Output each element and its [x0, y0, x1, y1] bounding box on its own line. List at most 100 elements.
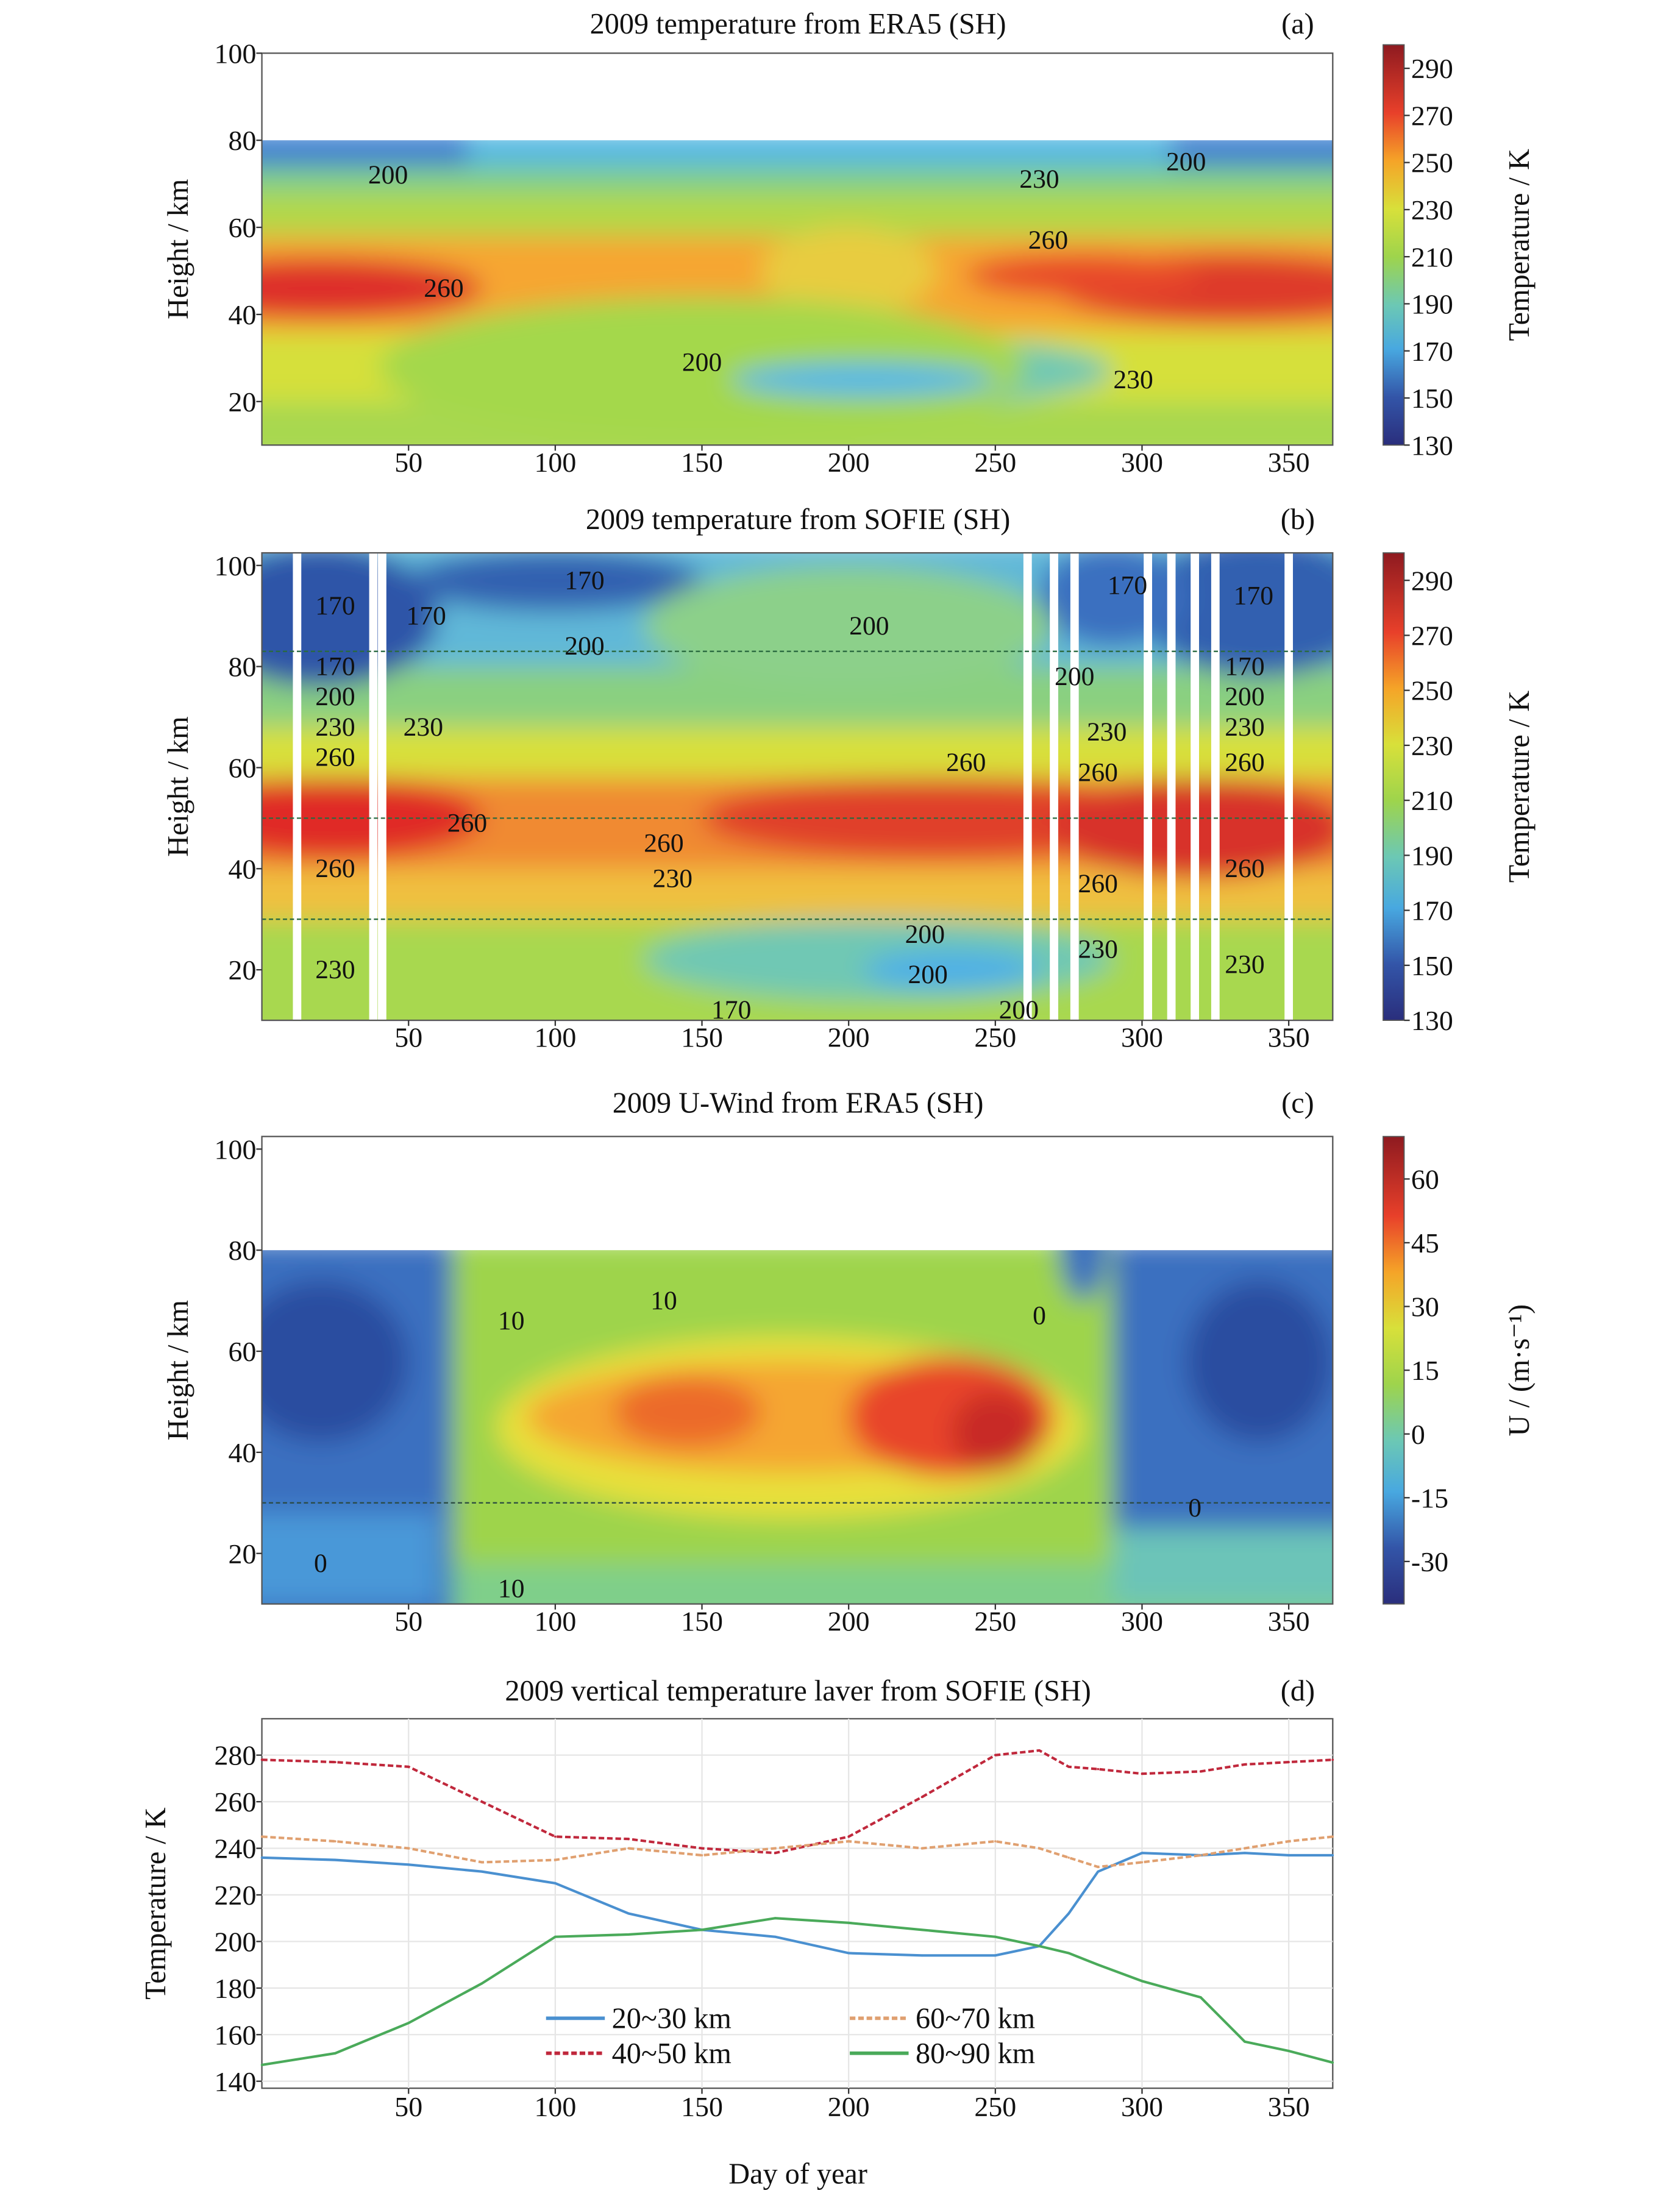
data-point [774, 1935, 777, 1938]
colorbar-tick-label: 230 [1411, 730, 1453, 761]
panel-label: (b) [1281, 503, 1315, 536]
colorbar-tick-label: 170 [1411, 895, 1453, 926]
y-tick-label: 20 [229, 1538, 257, 1569]
x-tick-label: 300 [1121, 1605, 1163, 1636]
y-tick-label: 200 [215, 1926, 257, 1957]
contour-label: 260 [946, 748, 986, 777]
colorbar-tick-label: 290 [1411, 53, 1453, 84]
data-point [1287, 1840, 1290, 1842]
y-tick-label: 80 [229, 652, 257, 683]
colorbar-tick-label: 15 [1411, 1355, 1439, 1386]
data-point [1331, 2061, 1334, 2064]
heatmap-cell [951, 1391, 1040, 1473]
y-axis-label: Temperature / K [140, 1807, 172, 1999]
data-point [994, 1754, 997, 1757]
x-tick-label: 200 [828, 447, 870, 478]
contour-label: 200 [1166, 147, 1206, 177]
y-tick-label: 80 [229, 1235, 257, 1266]
colorbar-label: U / (m·s⁻¹) [1503, 1304, 1536, 1437]
y-axis-label: Height / km [162, 179, 194, 319]
x-tick-label: 150 [681, 1605, 723, 1636]
colorbar-tick-label: 150 [1411, 950, 1453, 981]
contour-label: 260 [315, 743, 355, 772]
data-point [700, 1854, 703, 1857]
data-point [1287, 2050, 1290, 2052]
contour-label: 260 [1028, 226, 1068, 255]
x-tick-label: 200 [828, 1022, 870, 1053]
data-point [847, 1921, 850, 1924]
contour-label: 230 [653, 864, 692, 894]
data-point [1038, 1847, 1041, 1850]
data-point [1067, 1952, 1070, 1955]
heatmap-cell [262, 1280, 409, 1443]
missing-data-gap [1023, 553, 1032, 1021]
data-point [774, 1917, 777, 1920]
contour-label: 200 [1055, 662, 1094, 691]
heatmap-cell [262, 869, 1333, 920]
data-point [1038, 1945, 1041, 1947]
heatmap-fill [262, 553, 1333, 1021]
y-tick-label: 160 [215, 2019, 257, 2050]
contour-label: 230 [1225, 950, 1264, 979]
heatmap-field: 10 10 0 10 0 0 [262, 1136, 1333, 1604]
data-point [1287, 1854, 1290, 1857]
heatmap-fill [262, 1199, 1333, 1604]
contour-label: 230 [315, 955, 355, 984]
data-point [480, 1982, 483, 1985]
contour-label: 260 [1078, 758, 1118, 787]
data-point [920, 1847, 924, 1850]
data-point [1038, 1749, 1041, 1752]
data-point [627, 1838, 630, 1841]
heatmap-cell [262, 258, 482, 319]
heatmap-cell [262, 553, 438, 687]
data-point [260, 1758, 263, 1761]
colorbar-tick-label: 250 [1411, 147, 1453, 179]
panel-label: (c) [1281, 1087, 1314, 1120]
chart-title: 2009 U-Wind from ERA5 (SH) [613, 1087, 984, 1120]
data-point [480, 1861, 483, 1864]
contour-label: 260 [315, 854, 355, 883]
data-point [1097, 1866, 1100, 1868]
heatmap-cell [731, 362, 995, 397]
heatmap-cell [1186, 1280, 1333, 1443]
data-point [847, 1952, 850, 1955]
data-point [554, 1858, 557, 1861]
colorbar-tick-label: 190 [1411, 840, 1453, 871]
colorbar-tick-label: 130 [1411, 430, 1453, 461]
data-point [260, 1856, 263, 1859]
x-tick-label: 50 [394, 2091, 422, 2122]
heatmap-fill [262, 131, 1333, 446]
y-tick-label: 100 [215, 38, 257, 69]
data-point [994, 1935, 997, 1938]
data-point [260, 2064, 263, 2066]
contour-label: 170 [406, 601, 446, 630]
data-point [627, 1912, 630, 1915]
x-tick-label: 300 [1121, 1022, 1163, 1053]
y-tick-label: 280 [215, 1740, 257, 1771]
data-point [1244, 1852, 1246, 1854]
y-tick-label: 240 [215, 1833, 257, 1864]
contour-label: 200 [908, 960, 947, 989]
contour-label: 200 [368, 160, 408, 190]
missing-data-gap [1070, 553, 1079, 1021]
y-tick-label: 20 [229, 386, 257, 418]
data-point [1199, 1854, 1202, 1857]
heatmap-cell [408, 553, 702, 611]
panel-a: 200 260 200 230 200 260 230 20 40 60 80 100 50 100 150… [162, 8, 1536, 478]
contour-label: 260 [447, 808, 487, 837]
chart-title: 2009 vertical temperature laver from SOF… [505, 1675, 1091, 1707]
data-point [700, 1928, 703, 1931]
x-tick-label: 150 [681, 1022, 723, 1053]
panel-label: (a) [1281, 8, 1314, 40]
y-tick-label: 140 [215, 2066, 257, 2097]
data-point [407, 2022, 410, 2024]
no-data-region [262, 53, 1333, 141]
contour-label: 170 [1108, 571, 1147, 600]
colorbar-tick-label: 60 [1411, 1164, 1439, 1195]
heatmap-cell [863, 949, 1040, 990]
contour-label: 260 [644, 829, 683, 858]
contour-label: 200 [999, 995, 1039, 1025]
data-point [1067, 1856, 1070, 1859]
x-axis-label: Day of year [728, 2158, 867, 2190]
contour-label: 200 [1225, 682, 1264, 711]
